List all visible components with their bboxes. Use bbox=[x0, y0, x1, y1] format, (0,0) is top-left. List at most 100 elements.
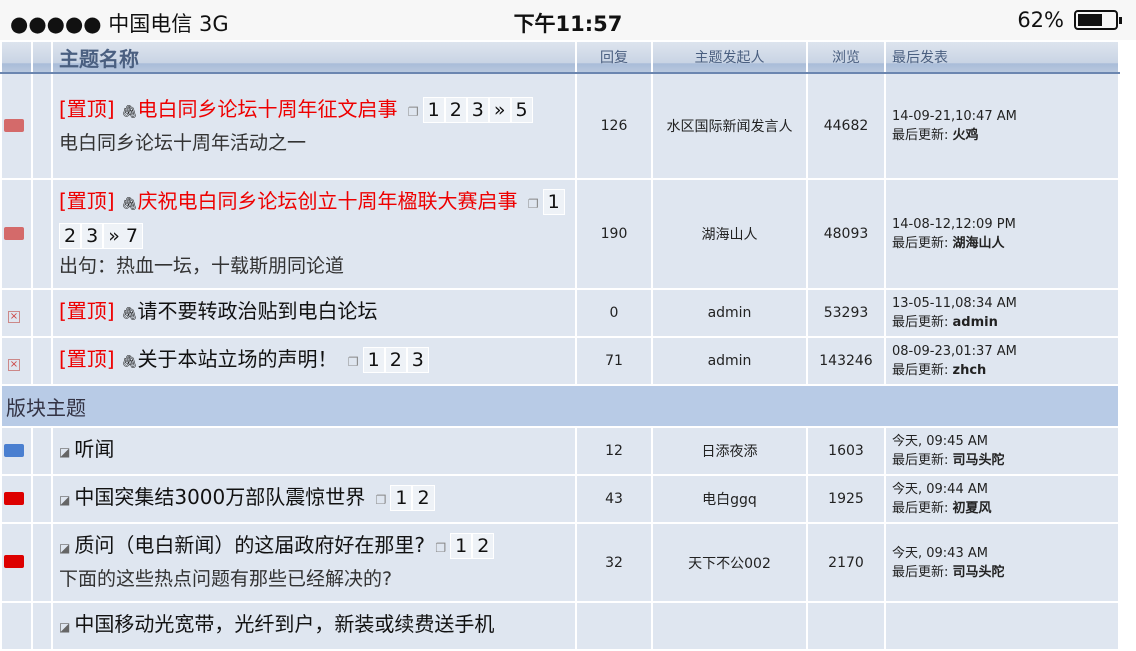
topic-author[interactable]: 电白ggq bbox=[651, 474, 808, 524]
last-post-user[interactable]: 司马头陀 bbox=[952, 564, 1005, 580]
reply-count: 43 bbox=[575, 474, 653, 524]
carrier: ●●●●● 中国电信 3G bbox=[10, 12, 229, 36]
last-post-date: 14-08-12,12:09 PM bbox=[892, 217, 1016, 232]
view-count: 143246 bbox=[806, 336, 886, 386]
last-update-label: 最后更新: bbox=[892, 236, 953, 251]
view-count: 44682 bbox=[806, 72, 886, 180]
page-link[interactable]: 1 bbox=[362, 347, 385, 373]
table-row[interactable]: [置顶] 🖇电白同乡论坛十周年征文启事 ❐ 1 2 3» 5 电白同乡论坛十周年活动之一 … bbox=[0, 72, 1120, 180]
topic-link[interactable]: 庆祝电白同乡论坛创立十周年楹联大赛启事 bbox=[137, 189, 518, 213]
last-post-date: 今天, 09:45 AM bbox=[892, 434, 988, 449]
topic-icon: ◪ bbox=[59, 541, 71, 555]
status-bar: ●●●●● 中国电信 3G 下午11:57 62% bbox=[0, 0, 1136, 40]
topic-author[interactable]: 日添夜添 bbox=[651, 426, 808, 476]
page-link[interactable]: 2 bbox=[412, 485, 435, 511]
attachment-icon: 🖇 bbox=[120, 104, 138, 120]
locked-icon: × bbox=[8, 358, 20, 371]
reply-count bbox=[575, 601, 653, 651]
col-replies[interactable]: 回复 bbox=[575, 40, 653, 74]
topic-icon: ◪ bbox=[59, 493, 71, 507]
table-row[interactable]: × [置顶] 🖇请不要转政治贴到电白论坛 0 admin 53293 13-05… bbox=[0, 288, 1120, 338]
sticky-label: [置顶] bbox=[59, 347, 115, 371]
multipage-icon: ❐ bbox=[527, 197, 539, 211]
view-count: 1603 bbox=[806, 426, 886, 476]
topic-link[interactable]: 质问（电白新闻）的这届政府好在那里? bbox=[74, 533, 425, 557]
topic-link[interactable]: 关于本站立场的声明！ bbox=[137, 347, 338, 371]
folder-hot-icon bbox=[4, 491, 24, 505]
page-link[interactable]: » 7 bbox=[103, 223, 143, 249]
last-update-label: 最后更新: bbox=[892, 453, 953, 468]
table-header: 主题名称 回复 主题发起人 浏览 最后发表 bbox=[0, 40, 1120, 74]
last-post-user[interactable]: admin bbox=[952, 315, 998, 330]
topic-author[interactable]: 水区国际新闻发言人 bbox=[651, 72, 808, 180]
battery-icon bbox=[1074, 10, 1122, 30]
topic-link[interactable]: 中国移动光宽带，光纤到户，新装或续费送手机 bbox=[74, 612, 495, 636]
last-update-label: 最后更新: bbox=[892, 501, 953, 516]
topic-link[interactable]: 中国突集结3000万部队震惊世界 bbox=[74, 485, 366, 509]
topic-title-line: ◪ 中国突集结3000万部队震惊世界 ❐ 1 2 bbox=[59, 485, 435, 511]
last-post-date: 08-09-23,01:37 AM bbox=[892, 344, 1017, 359]
last-post-date: 今天, 09:44 AM bbox=[892, 482, 988, 497]
last-post-user[interactable]: 湖海山人 bbox=[952, 236, 1005, 251]
reply-count: 71 bbox=[575, 336, 653, 386]
page-link[interactable]: 3 bbox=[81, 223, 104, 249]
page-link[interactable]: 1 bbox=[450, 533, 473, 559]
last-update-label: 最后更新: bbox=[892, 128, 953, 143]
topic-description: 下面的这些热点问题有那些已经解决的? bbox=[59, 568, 393, 590]
page-link[interactable]: 1 bbox=[542, 189, 565, 215]
topic-title-line: ◪ 质问（电白新闻）的这届政府好在那里? ❐ 1 2 bbox=[59, 533, 495, 559]
folder-icon bbox=[4, 226, 24, 240]
view-count: 48093 bbox=[806, 178, 886, 290]
page-link[interactable]: 2 bbox=[384, 347, 407, 373]
locked-icon: × bbox=[8, 310, 20, 323]
sticky-label: [置顶] bbox=[59, 299, 115, 323]
col-views[interactable]: 浏览 bbox=[806, 40, 886, 74]
topic-title-line: ◪ 听闻 bbox=[59, 437, 114, 461]
col-author[interactable]: 主题发起人 bbox=[651, 40, 808, 74]
topic-title-line: [置顶] 🖇请不要转政治贴到电白论坛 bbox=[59, 299, 377, 323]
last-post-user[interactable]: 司马头陀 bbox=[952, 453, 1005, 468]
topic-author[interactable]: admin bbox=[651, 288, 808, 338]
last-update-label: 最后更新: bbox=[892, 315, 953, 330]
page-link[interactable]: » bbox=[488, 96, 511, 123]
col-title[interactable]: 主题名称 bbox=[51, 40, 577, 74]
page-link[interactable]: 2 bbox=[59, 223, 82, 249]
page-link[interactable]: 1 bbox=[422, 96, 445, 123]
topic-author[interactable]: 天下不公002 bbox=[651, 522, 808, 603]
topic-author[interactable]: admin bbox=[651, 336, 808, 386]
page-link[interactable]: 3 bbox=[466, 96, 489, 123]
table-row[interactable]: ◪ 中国移动光宽带，光纤到户，新装或续费送手机 bbox=[0, 601, 1120, 651]
multipage-icon: ❐ bbox=[407, 104, 419, 119]
topic-link[interactable]: 听闻 bbox=[74, 437, 115, 461]
topic-title-line: ◪ 中国移动光宽带，光纤到户，新装或续费送手机 bbox=[59, 612, 494, 636]
page-link[interactable]: 2 bbox=[444, 96, 467, 123]
page-link[interactable]: 1 bbox=[390, 485, 413, 511]
topic-icon: ◪ bbox=[59, 445, 71, 459]
sticky-label: [置顶] bbox=[59, 189, 115, 213]
topic-title-line: [置顶] 🖇关于本站立场的声明！ ❐ 1 2 3 bbox=[59, 347, 429, 373]
table-row[interactable]: × [置顶] 🖇关于本站立场的声明！ ❐ 1 2 3 71 admin 143246 … bbox=[0, 336, 1120, 386]
battery-percent: 62% bbox=[1017, 8, 1064, 32]
topic-table: 主题名称 回复 主题发起人 浏览 最后发表 [置顶] 🖇电白同乡论坛十周年征文启… bbox=[0, 40, 1120, 651]
page-link[interactable]: 3 bbox=[406, 347, 429, 373]
table-row[interactable]: [置顶] 🖇庆祝电白同乡论坛创立十周年楹联大赛启事 ❐ 1 2 3» 7 出句：热血一坛… bbox=[0, 178, 1120, 290]
table-row[interactable]: ◪ 质问（电白新闻）的这届政府好在那里? ❐ 1 2 下面的这些热点问题有那些已经解决的… bbox=[0, 522, 1120, 603]
attachment-icon: 🖇 bbox=[120, 355, 138, 370]
topic-author[interactable] bbox=[651, 601, 808, 651]
topic-link[interactable]: 请不要转政治贴到电白论坛 bbox=[137, 299, 378, 323]
last-post-user[interactable]: zhch bbox=[952, 363, 987, 378]
attachment-icon: 🖇 bbox=[120, 307, 138, 322]
page-link[interactable]: 5 bbox=[510, 96, 533, 123]
topic-description: 出句：热血一坛，十载斯朋同论道 bbox=[59, 255, 345, 277]
page-link[interactable]: 2 bbox=[472, 533, 495, 559]
table-row[interactable]: ◪ 听闻 12 日添夜添 1603 今天, 09:45 AM 最后更新: 司马头陀 bbox=[0, 426, 1120, 476]
table-row[interactable]: ◪ 中国突集结3000万部队震惊世界 ❐ 1 2 43 电白ggq 1925 今天, … bbox=[0, 474, 1120, 524]
last-post-date: 13-05-11,08:34 AM bbox=[892, 296, 1017, 311]
col-last[interactable]: 最后发表 bbox=[884, 40, 1120, 74]
topic-author[interactable]: 湖海山人 bbox=[651, 178, 808, 290]
topic-link[interactable]: 电白同乡论坛十周年征文启事 bbox=[137, 96, 398, 121]
reply-count: 12 bbox=[575, 426, 653, 476]
last-post-user[interactable]: 火鸡 bbox=[952, 128, 979, 143]
last-post-user[interactable]: 初夏风 bbox=[952, 501, 992, 516]
topic-icon: ◪ bbox=[59, 620, 71, 634]
